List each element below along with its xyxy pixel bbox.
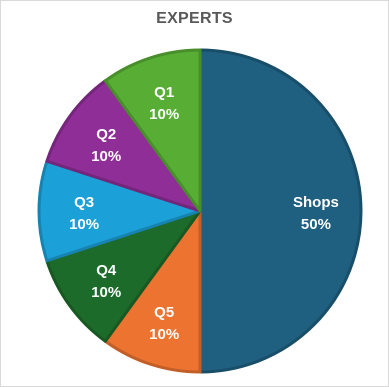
slice-category-label: Q1 bbox=[154, 84, 174, 101]
slice-value-label: 10% bbox=[149, 106, 179, 123]
slice-label-q4: Q4 10% bbox=[91, 262, 121, 301]
slice-value-label: 10% bbox=[91, 148, 121, 165]
slice-label-q1: Q1 10% bbox=[149, 84, 179, 123]
slice-category-label: Q5 bbox=[154, 304, 174, 321]
slice-category-label: Q3 bbox=[74, 194, 94, 211]
slice-category-label: Q2 bbox=[96, 126, 116, 143]
slice-category-label: Q4 bbox=[96, 262, 117, 279]
slice-label-q2: Q2 10% bbox=[91, 126, 121, 165]
slice-label-q3: Q3 10% bbox=[69, 194, 99, 233]
slice-value-label: 10% bbox=[69, 216, 99, 233]
pie-slice-q5 bbox=[103, 209, 202, 374]
pie-slice-q2 bbox=[45, 79, 202, 213]
slice-label-shops: Shops 50% bbox=[293, 194, 339, 233]
slice-value-label: 50% bbox=[301, 216, 331, 233]
chart-title: EXPERTS bbox=[156, 10, 233, 27]
pie-slice-q4 bbox=[45, 209, 202, 343]
slice-label-q5: Q5 10% bbox=[149, 304, 179, 343]
pie-slice-shops bbox=[198, 48, 363, 374]
slice-value-label: 10% bbox=[149, 326, 179, 343]
slice-category-label: Shops bbox=[293, 194, 339, 211]
pie-slice-q1 bbox=[103, 48, 202, 213]
pie-slice-q3 bbox=[37, 159, 202, 263]
slice-value-label: 10% bbox=[91, 284, 121, 301]
